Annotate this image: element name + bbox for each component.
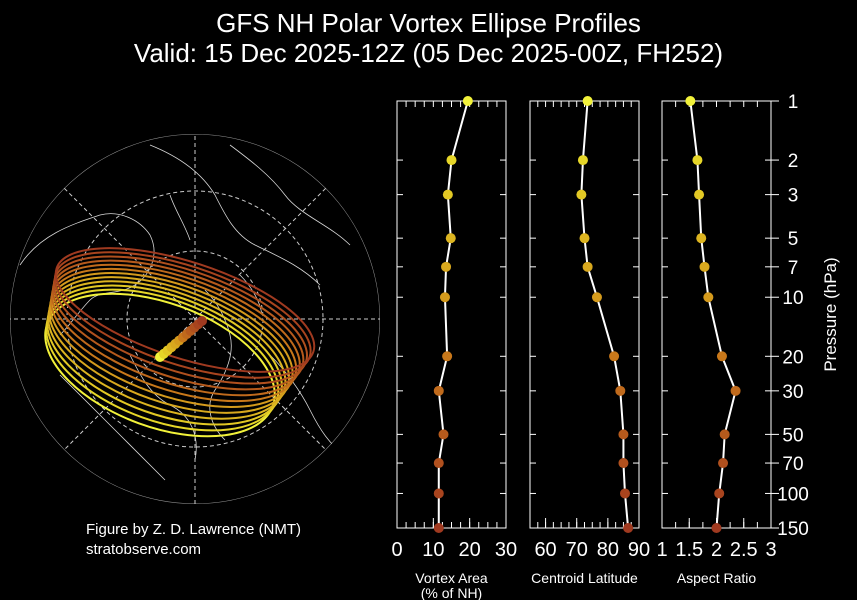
profile-point <box>582 96 593 106</box>
vortex-ellipse <box>54 247 316 373</box>
profile-point <box>438 429 449 440</box>
vortex-ellipse <box>53 251 312 379</box>
x-tick-label: 20 <box>459 539 481 561</box>
aspect-ratio-profile: 1 1.5 2 2.5 3 Aspect Ratio <box>656 96 777 586</box>
profile-point <box>579 233 590 244</box>
y-tick-label: 20 <box>782 347 803 368</box>
chart-subtitle: Valid: 15 Dec 2025-12Z (05 Dec 2025-00Z,… <box>133 38 724 68</box>
y-tick-label: 3 <box>788 186 799 207</box>
y-tick-label: 50 <box>782 425 803 446</box>
profile-point <box>615 385 626 396</box>
profile-point <box>718 458 729 469</box>
profile-point <box>703 292 714 303</box>
profile-point <box>433 385 444 396</box>
y-tick-label: 1 <box>788 92 799 113</box>
profile-line <box>580 100 630 529</box>
x-tick-label: 60 <box>534 539 556 561</box>
profile-point <box>582 261 593 272</box>
x-tick-label: 0 <box>391 539 402 561</box>
pressure-axis: 1 2 3 5 7 10 20 30 50 70 100 150 Pressure (hPa) <box>771 92 840 540</box>
coastlines <box>19 144 351 481</box>
profile-point <box>462 96 473 106</box>
profile-point <box>446 155 457 166</box>
y-tick-label: 30 <box>782 382 803 403</box>
x-tick-label: 30 <box>495 539 517 561</box>
y-tick-label: 7 <box>788 258 799 279</box>
x-tick-label: 80 <box>597 539 619 561</box>
profile-line <box>437 100 469 528</box>
credit-site: stratobserve.com <box>86 541 202 558</box>
polar-map <box>10 134 380 504</box>
credit-author: Figure by Z. D. Lawrence (NMT) <box>86 521 302 538</box>
vortex-ellipses <box>44 247 316 438</box>
profile-point <box>442 351 453 362</box>
x-tick-label: 90 <box>628 539 650 561</box>
profile-point <box>591 292 602 303</box>
x-axis-label: Centroid Latitude <box>531 570 638 586</box>
profile-point <box>576 189 587 200</box>
x-tick-label: 70 <box>566 539 588 561</box>
x-tick-label: 2.5 <box>730 539 758 561</box>
centroid-latitude-profile: 60 70 80 90 Centroid Latitude <box>529 96 650 586</box>
profile-point <box>441 261 452 272</box>
profile-point <box>696 233 707 244</box>
profile-point <box>433 458 444 469</box>
profile-point <box>692 155 703 166</box>
profile-point <box>433 488 444 499</box>
profile-point <box>719 429 730 440</box>
profile-line <box>689 100 737 529</box>
x-axis-label: Aspect Ratio <box>677 570 757 586</box>
profile-point <box>618 458 629 469</box>
y-tick-label: 100 <box>777 484 809 505</box>
y-tick-label: 5 <box>788 229 799 250</box>
x-tick-label: 10 <box>422 539 444 561</box>
x-tick-label: 2 <box>711 539 722 561</box>
profile-point <box>711 523 722 533</box>
profile-point <box>623 523 634 533</box>
profile-point <box>433 523 444 533</box>
profile-point <box>730 385 741 396</box>
y-tick-label: 10 <box>782 288 803 309</box>
profile-point <box>694 189 705 200</box>
y-tick-label: 150 <box>777 519 809 540</box>
chart-title: GFS NH Polar Vortex Ellipse Profiles <box>216 8 641 38</box>
x-tick-label: 1.5 <box>675 539 703 561</box>
profile-panels: 0 10 20 30 Vortex Area(% of NH) 60 70 80 90 Centr… <box>391 92 840 600</box>
profile-point <box>619 488 630 499</box>
profile-point <box>439 292 450 303</box>
x-axis-label: Vortex Area <box>415 570 488 586</box>
profile-point <box>699 261 710 272</box>
vortex-area-profile: 0 10 20 30 Vortex Area(% of NH) <box>391 96 517 600</box>
profile-point <box>442 189 453 200</box>
y-axis-label: Pressure (hPa) <box>821 257 840 371</box>
profile-point <box>445 233 456 244</box>
x-tick-label: 1 <box>656 539 667 561</box>
x-axis-label: (% of NH) <box>421 585 482 600</box>
vortex-centroids <box>155 316 207 362</box>
centroid-marker <box>197 316 207 326</box>
panel-frame <box>661 100 772 529</box>
y-tick-label: 2 <box>788 151 799 172</box>
profile-point <box>577 155 588 166</box>
x-tick-label: 3 <box>765 539 776 561</box>
profile-point <box>685 96 696 106</box>
profile-point <box>609 351 620 362</box>
y-tick-label: 70 <box>782 454 803 475</box>
profile-point <box>716 351 727 362</box>
profile-point <box>618 429 629 440</box>
profile-point <box>714 488 725 499</box>
